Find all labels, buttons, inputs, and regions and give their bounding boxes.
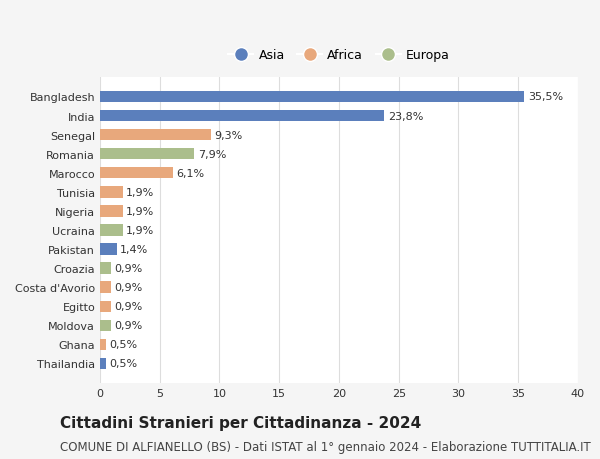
Text: 1,9%: 1,9% [126, 187, 155, 197]
Bar [100, 206, 122, 217]
Text: 23,8%: 23,8% [388, 111, 424, 121]
Bar [100, 187, 122, 198]
Bar [100, 225, 122, 236]
Bar [100, 301, 111, 312]
Text: Cittadini Stranieri per Cittadinanza - 2024: Cittadini Stranieri per Cittadinanza - 2… [60, 415, 421, 430]
Text: 6,1%: 6,1% [176, 168, 205, 179]
Bar [100, 91, 524, 103]
Text: 9,3%: 9,3% [215, 130, 243, 140]
Bar [100, 263, 111, 274]
Text: 7,9%: 7,9% [198, 149, 226, 159]
Text: 0,9%: 0,9% [115, 302, 143, 312]
Bar [100, 129, 211, 141]
Text: 35,5%: 35,5% [528, 92, 563, 102]
Bar [100, 244, 117, 255]
Text: 1,4%: 1,4% [120, 245, 149, 254]
Bar [100, 168, 173, 179]
Text: 0,9%: 0,9% [115, 321, 143, 330]
Bar [100, 282, 111, 293]
Text: 0,9%: 0,9% [115, 263, 143, 274]
Bar [100, 149, 194, 160]
Bar [100, 111, 385, 122]
Text: 1,9%: 1,9% [126, 225, 155, 235]
Text: 0,9%: 0,9% [115, 283, 143, 292]
Bar [100, 358, 106, 369]
Text: COMUNE DI ALFIANELLO (BS) - Dati ISTAT al 1° gennaio 2024 - Elaborazione TUTTITA: COMUNE DI ALFIANELLO (BS) - Dati ISTAT a… [60, 440, 591, 453]
Text: 1,9%: 1,9% [126, 207, 155, 217]
Legend: Asia, Africa, Europa: Asia, Africa, Europa [223, 44, 454, 67]
Text: 0,5%: 0,5% [110, 359, 137, 369]
Bar [100, 320, 111, 331]
Bar [100, 339, 106, 350]
Text: 0,5%: 0,5% [110, 340, 137, 350]
